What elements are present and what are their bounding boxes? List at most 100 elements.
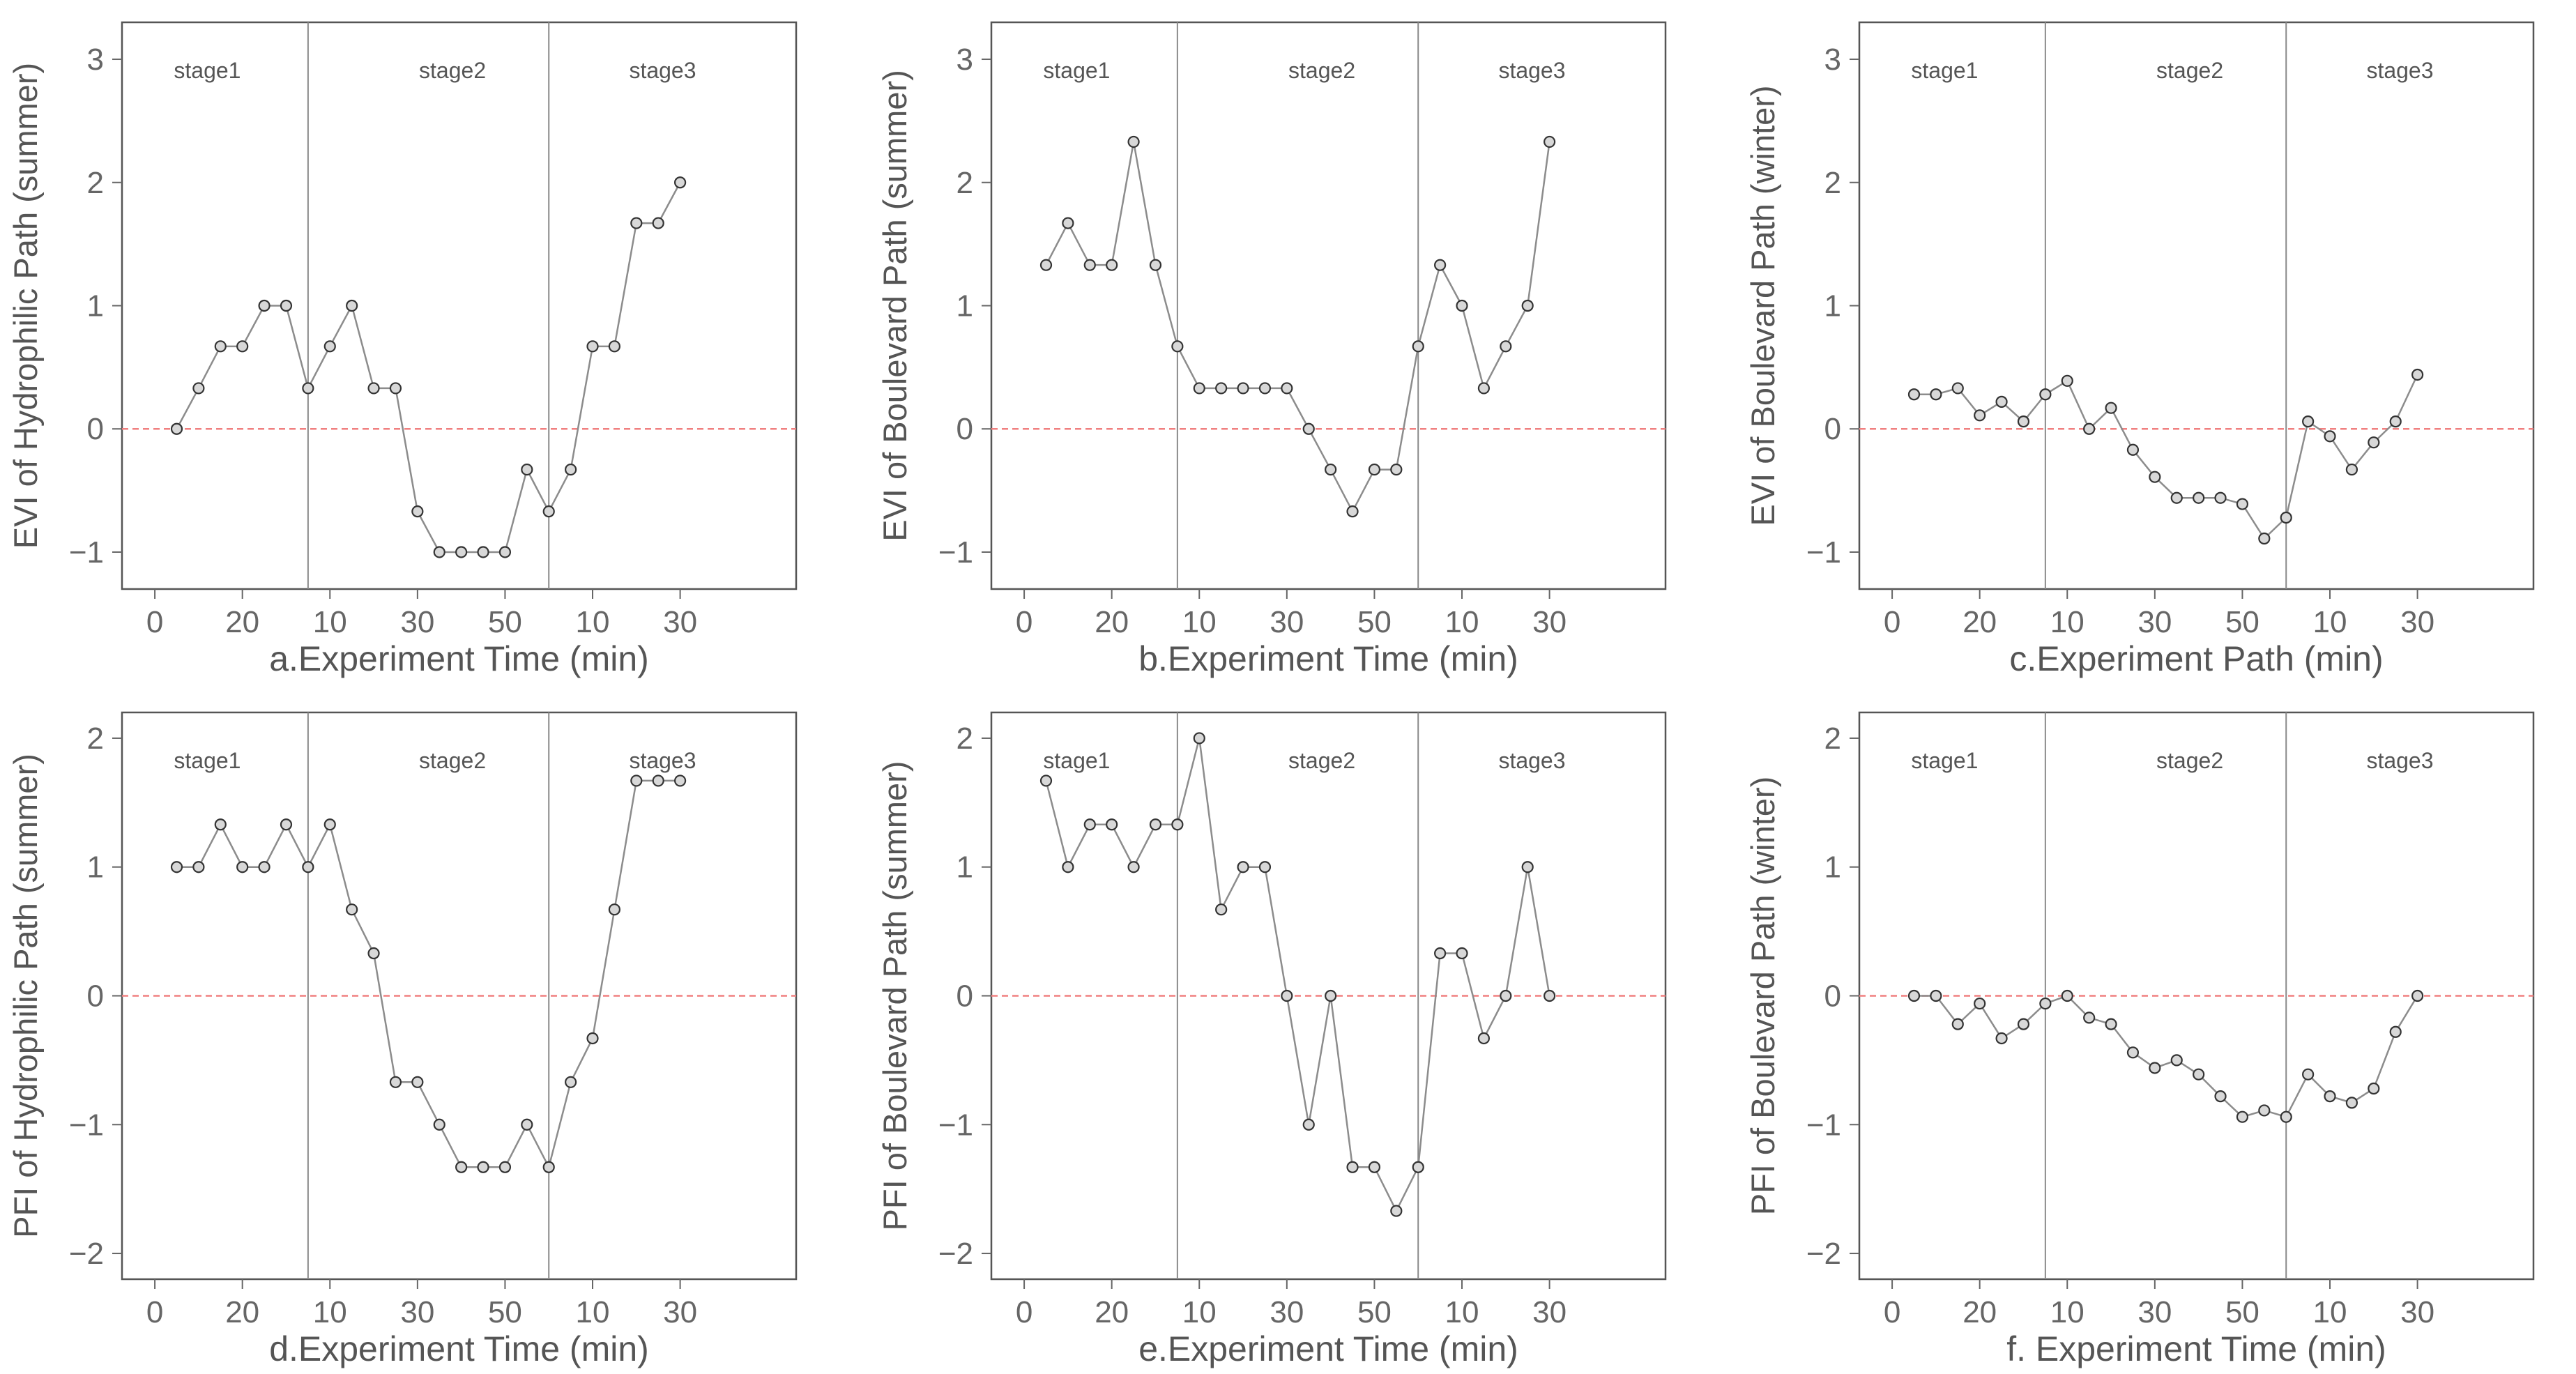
data-point [367, 382, 380, 395]
stage-label-3: stage3 [629, 748, 696, 773]
data-point [214, 818, 227, 831]
data-point [1500, 989, 1512, 1002]
data-point [214, 340, 227, 353]
data-point [674, 176, 687, 189]
data-point [2324, 430, 2336, 443]
x-tick-label: 50 [1357, 1295, 1392, 1329]
data-point [2105, 402, 2117, 414]
y-tick-label: −1 [938, 1108, 973, 1142]
y-tick-label: −2 [938, 1237, 973, 1271]
data-point [1907, 388, 1921, 401]
data-point [521, 1118, 533, 1131]
data-point [2149, 1062, 2161, 1074]
data-point [411, 505, 424, 518]
stage-label-1: stage1 [174, 748, 241, 773]
stage-label-2: stage2 [1288, 748, 1355, 773]
y-tick-label: 2 [957, 166, 973, 200]
data-point [2389, 1025, 2402, 1038]
data-point [586, 1032, 599, 1045]
x-tick-label: 10 [2050, 605, 2085, 639]
stage-label-3: stage3 [629, 58, 696, 83]
data-point [1127, 861, 1140, 873]
data-point [236, 340, 249, 353]
data-point [1412, 1161, 1424, 1173]
data-point [608, 340, 621, 353]
y-tick-label: 0 [87, 979, 104, 1014]
data-point [346, 299, 358, 312]
x-axis-title: f. Experiment Time (min) [2006, 1329, 2386, 1368]
x-tick-label: 10 [2050, 1295, 2085, 1329]
data-point [2193, 491, 2205, 504]
x-tick-label: 10 [2313, 1295, 2347, 1329]
y-axis-title: EVI of Boulevard Path (winter) [1744, 85, 1781, 526]
x-axis-title: e.Experiment Time (min) [1138, 1329, 1518, 1368]
x-tick-label: 50 [488, 605, 522, 639]
series-line [1045, 142, 1550, 514]
data-point [389, 1076, 402, 1088]
data-point [674, 774, 687, 787]
y-tick-label: 0 [87, 412, 104, 446]
data-point [652, 774, 664, 787]
data-point [1127, 135, 1140, 148]
data-point [1390, 463, 1403, 476]
x-tick-label: 30 [1532, 1295, 1567, 1329]
y-tick-label: −1 [69, 535, 104, 570]
data-point [586, 340, 599, 353]
y-tick-label: 2 [1824, 722, 1841, 756]
data-point [1237, 861, 1249, 873]
x-tick-label: 20 [1095, 1295, 1129, 1329]
x-tick-label: 50 [1357, 605, 1392, 639]
data-point [608, 903, 621, 916]
stage-label-2: stage2 [419, 748, 486, 773]
data-point [1039, 259, 1053, 271]
x-tick-label: 10 [1182, 605, 1217, 639]
data-point [521, 463, 533, 476]
data-point [2039, 997, 2052, 1010]
x-tick-label: 50 [488, 1295, 522, 1329]
data-point [1477, 1032, 1491, 1045]
x-tick-label: 20 [225, 1295, 259, 1329]
data-point [1302, 1118, 1315, 1131]
stage-label-1: stage1 [1911, 748, 1978, 773]
data-point [1456, 299, 1468, 312]
data-point [1171, 340, 1184, 353]
data-point [455, 1161, 468, 1173]
x-tick-label: 30 [1270, 605, 1304, 639]
data-point [1930, 989, 1942, 1002]
y-axis-title: EVI of Hydrophilic Path (summer) [7, 63, 44, 549]
data-point [2193, 1068, 2205, 1081]
data-point [2280, 511, 2292, 524]
data-point [1544, 135, 1556, 148]
x-tick-label: 30 [1270, 1295, 1304, 1329]
y-tick-label: 0 [957, 979, 973, 1014]
x-tick-label: 10 [2313, 605, 2347, 639]
data-point [1346, 1161, 1359, 1173]
x-tick-label: 10 [1182, 1295, 1217, 1329]
data-point [1521, 299, 1534, 312]
y-tick-label: 3 [1824, 43, 1841, 77]
data-point [2368, 1082, 2380, 1095]
data-point [433, 546, 445, 558]
data-point [1281, 382, 1293, 395]
x-tick-label: 30 [400, 605, 434, 639]
data-point [2105, 1018, 2117, 1030]
data-point [1951, 1018, 1964, 1030]
data-point [192, 861, 205, 873]
data-point [1258, 382, 1272, 395]
x-tick-label: 10 [576, 605, 610, 639]
x-axis-title: b.Experiment Time (min) [1138, 639, 1518, 678]
data-point [2126, 443, 2140, 456]
data-point [1149, 259, 1162, 271]
data-point [1907, 989, 1921, 1002]
data-point [2345, 463, 2358, 476]
x-tick-label: 30 [2400, 605, 2434, 639]
y-tick-label: −1 [938, 535, 973, 570]
data-point [170, 422, 183, 435]
x-tick-label: 0 [146, 605, 163, 639]
data-point [630, 217, 643, 229]
y-tick-label: 1 [1824, 850, 1841, 885]
data-point [2083, 422, 2096, 435]
x-tick-label: 30 [663, 605, 697, 639]
